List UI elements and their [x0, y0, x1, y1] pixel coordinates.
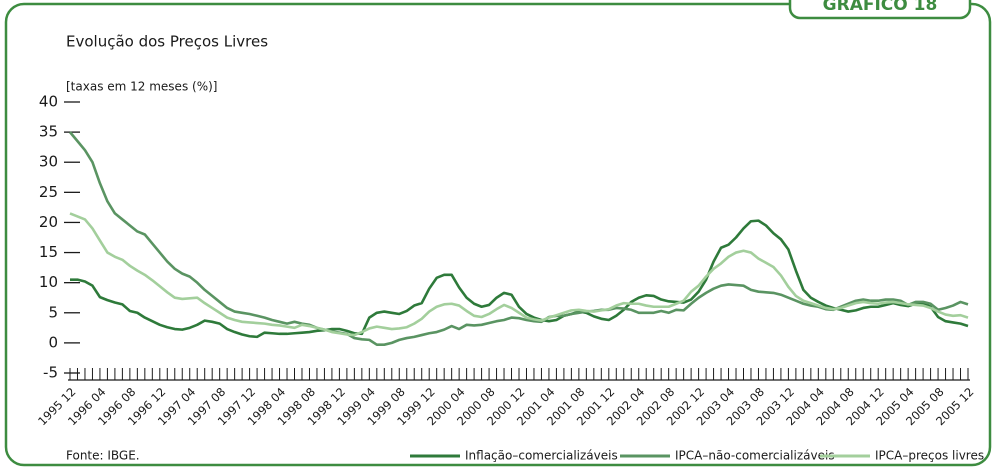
y-tick-label: 20 — [39, 213, 58, 231]
y-tick-label: 35 — [39, 123, 58, 141]
y-axis-label: [taxas em 12 meses (%)] — [66, 80, 217, 94]
y-tick-label: 10 — [39, 273, 58, 291]
legend-label: IPCA–não-comercializáveis — [675, 449, 835, 463]
y-tick-label: 15 — [39, 243, 58, 261]
y-tick-label: -5 — [43, 364, 58, 382]
badge: GRÁFICO 18 — [823, 0, 938, 15]
frame — [4, 2, 992, 467]
source: Fonte: IBGE. — [66, 449, 140, 463]
y-tick-label: 5 — [48, 303, 58, 321]
badge-box — [788, 0, 972, 20]
chart-title: Evolução dos Preços Livres — [66, 33, 268, 51]
legend-label: Inflação–comercializáveis — [465, 449, 618, 463]
y-tick-label: 0 — [48, 333, 58, 351]
series-line — [69, 212, 969, 337]
legend-label: IPCA–preços livres — [875, 449, 984, 463]
y-tick-label: 25 — [39, 183, 58, 201]
y-tick-label: 30 — [39, 153, 58, 171]
y-tick-label: 40 — [39, 93, 58, 111]
series-line — [70, 219, 969, 339]
